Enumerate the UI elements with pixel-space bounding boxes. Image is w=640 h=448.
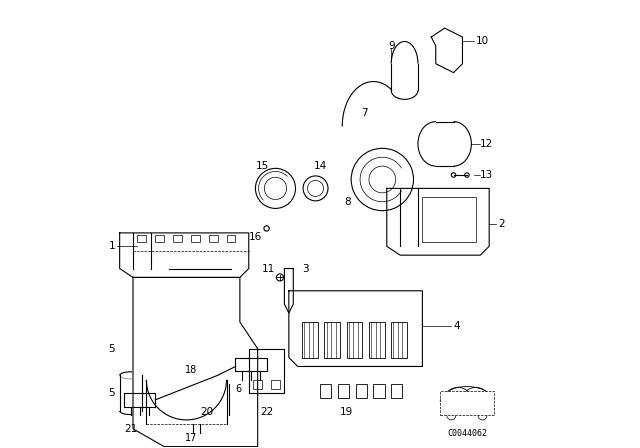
Bar <box>227 235 236 242</box>
Polygon shape <box>387 188 489 255</box>
Text: 5: 5 <box>109 344 115 353</box>
Text: 12: 12 <box>480 139 493 149</box>
Bar <box>253 380 262 389</box>
Circle shape <box>457 395 468 405</box>
Bar <box>356 384 367 398</box>
Bar <box>209 385 214 393</box>
Text: 18: 18 <box>185 366 197 375</box>
Bar <box>422 197 476 242</box>
Text: 5: 5 <box>109 388 115 398</box>
Bar <box>216 385 221 393</box>
Bar <box>209 235 218 242</box>
Bar <box>191 411 209 424</box>
Bar <box>391 322 407 358</box>
Polygon shape <box>120 233 249 277</box>
Polygon shape <box>133 277 258 447</box>
Text: 7: 7 <box>361 108 368 118</box>
Bar <box>440 391 493 415</box>
Text: 11: 11 <box>262 263 275 274</box>
Text: 4: 4 <box>454 321 460 332</box>
Bar <box>324 322 340 358</box>
Text: 22: 22 <box>260 406 273 417</box>
Text: C0044062: C0044062 <box>447 429 487 438</box>
Bar <box>202 385 207 393</box>
Bar <box>320 384 331 398</box>
Text: 6: 6 <box>236 384 241 394</box>
Text: 2: 2 <box>498 219 505 229</box>
Bar <box>191 235 200 242</box>
Text: 13: 13 <box>480 170 493 180</box>
Text: 3: 3 <box>302 263 309 274</box>
Text: 16: 16 <box>249 233 262 242</box>
Text: 19: 19 <box>340 406 353 417</box>
Text: 17: 17 <box>185 433 197 443</box>
Text: 10: 10 <box>476 36 489 47</box>
Bar <box>347 322 362 358</box>
Text: 8: 8 <box>344 197 351 207</box>
Bar <box>391 384 403 398</box>
Polygon shape <box>289 291 422 366</box>
Text: 9: 9 <box>388 41 394 51</box>
Bar <box>271 380 280 389</box>
Bar <box>338 384 349 398</box>
Bar <box>138 235 147 242</box>
Text: 14: 14 <box>314 161 326 171</box>
Polygon shape <box>249 349 284 393</box>
Bar <box>302 322 318 358</box>
Text: 20: 20 <box>200 406 213 417</box>
Bar <box>373 384 385 398</box>
Bar <box>173 235 182 242</box>
Bar <box>156 235 164 242</box>
Bar <box>369 322 385 358</box>
Bar <box>195 385 201 393</box>
Text: 21: 21 <box>124 424 138 435</box>
Text: 1: 1 <box>109 241 115 251</box>
Text: 15: 15 <box>255 161 269 171</box>
